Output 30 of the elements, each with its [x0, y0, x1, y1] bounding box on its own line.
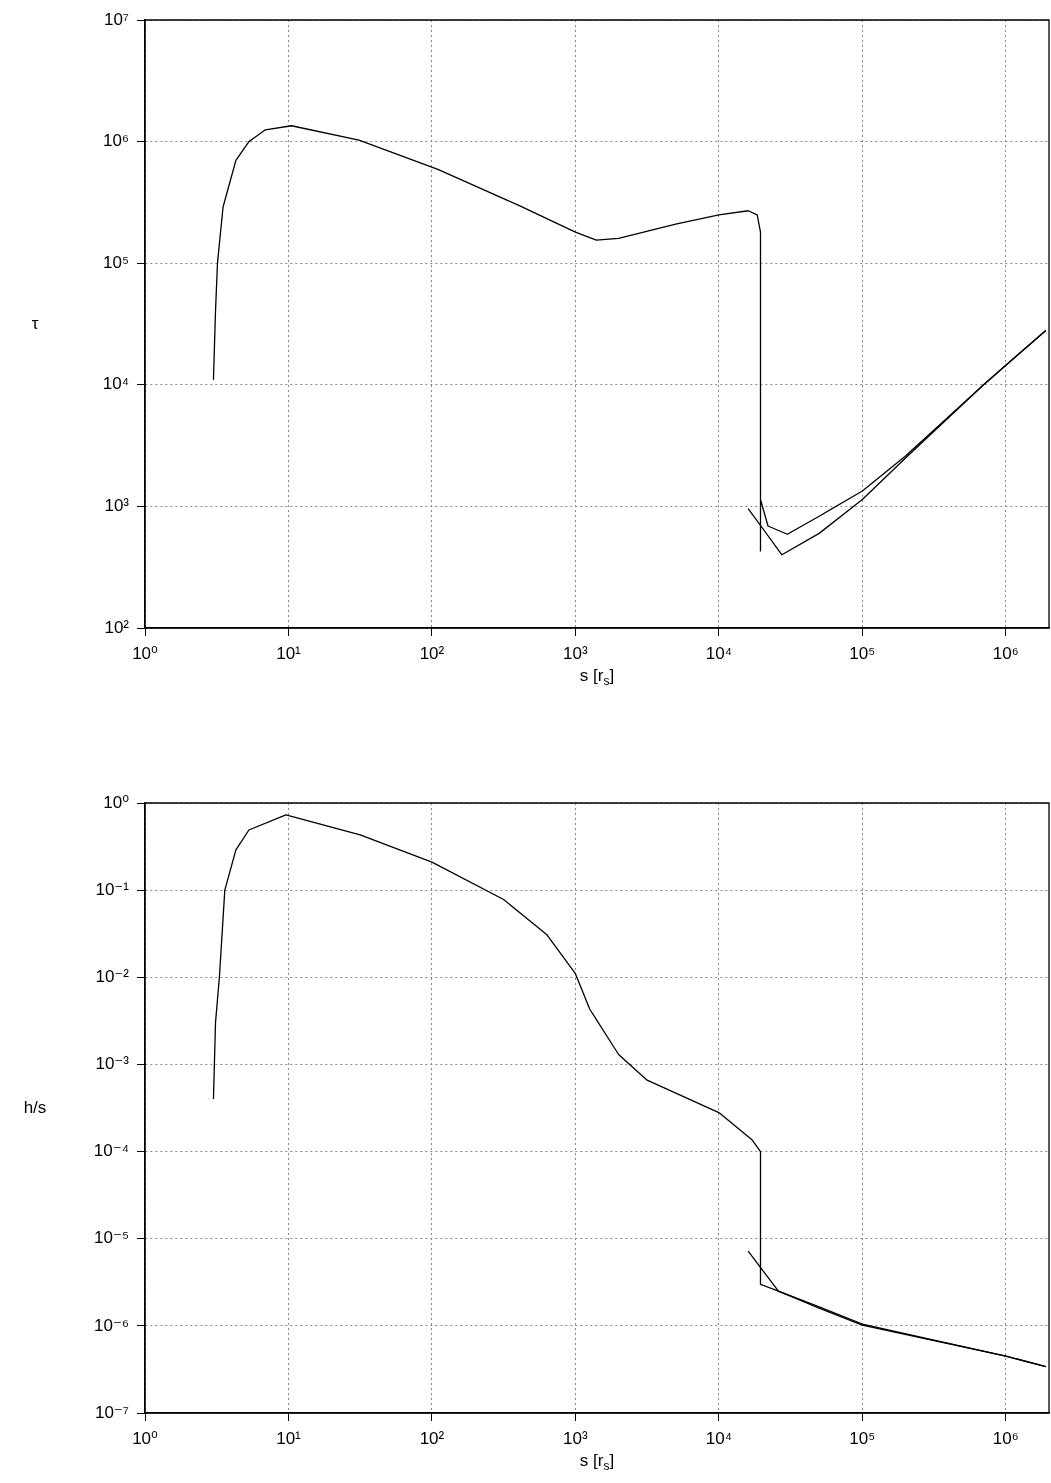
x-tick-label: 10¹	[276, 1428, 302, 1448]
x-tick-label: 10¹	[276, 643, 302, 663]
y-tick-label: 10⁶	[103, 131, 129, 151]
y-tick-label: 10⁵	[103, 252, 129, 272]
y-axis-title: h/s	[23, 1097, 47, 1117]
y-tick-label: 10⁻²	[95, 966, 130, 986]
y-tick-label: 10⁰	[103, 792, 130, 812]
y-tick-label: 10⁻⁷	[94, 1402, 129, 1422]
y-tick-label: 10⁻¹	[95, 879, 130, 899]
x-tick-label: 10⁵	[849, 1428, 876, 1448]
x-tick-label: 10⁶	[992, 1428, 1019, 1448]
y-tick-label: 10⁻⁴	[93, 1141, 129, 1161]
x-tick-label: 10⁴	[705, 643, 732, 663]
x-tick-label: 10²	[419, 1428, 445, 1448]
x-tick-label: 10³	[563, 643, 589, 663]
y-tick-label: 10⁷	[103, 9, 129, 29]
x-tick-label: 10³	[563, 1428, 589, 1448]
y-axis-title: τ	[31, 313, 39, 333]
y-tick-label: 10⁴	[102, 374, 129, 394]
y-tick-label: 10⁻³	[95, 1054, 130, 1074]
x-tick-label: 10⁴	[705, 1428, 732, 1448]
y-tick-label: 10⁻⁶	[94, 1315, 129, 1335]
x-tick-label: 10⁵	[849, 643, 876, 663]
y-tick-label: 10⁻⁵	[94, 1228, 129, 1248]
x-tick-label: 10⁶	[992, 643, 1019, 663]
x-tick-label: 10⁰	[132, 1428, 159, 1448]
x-tick-label: 10²	[419, 643, 445, 663]
x-tick-label: 10⁰	[132, 643, 159, 663]
y-tick-label: 10²	[104, 617, 130, 637]
y-tick-label: 10³	[104, 496, 130, 516]
